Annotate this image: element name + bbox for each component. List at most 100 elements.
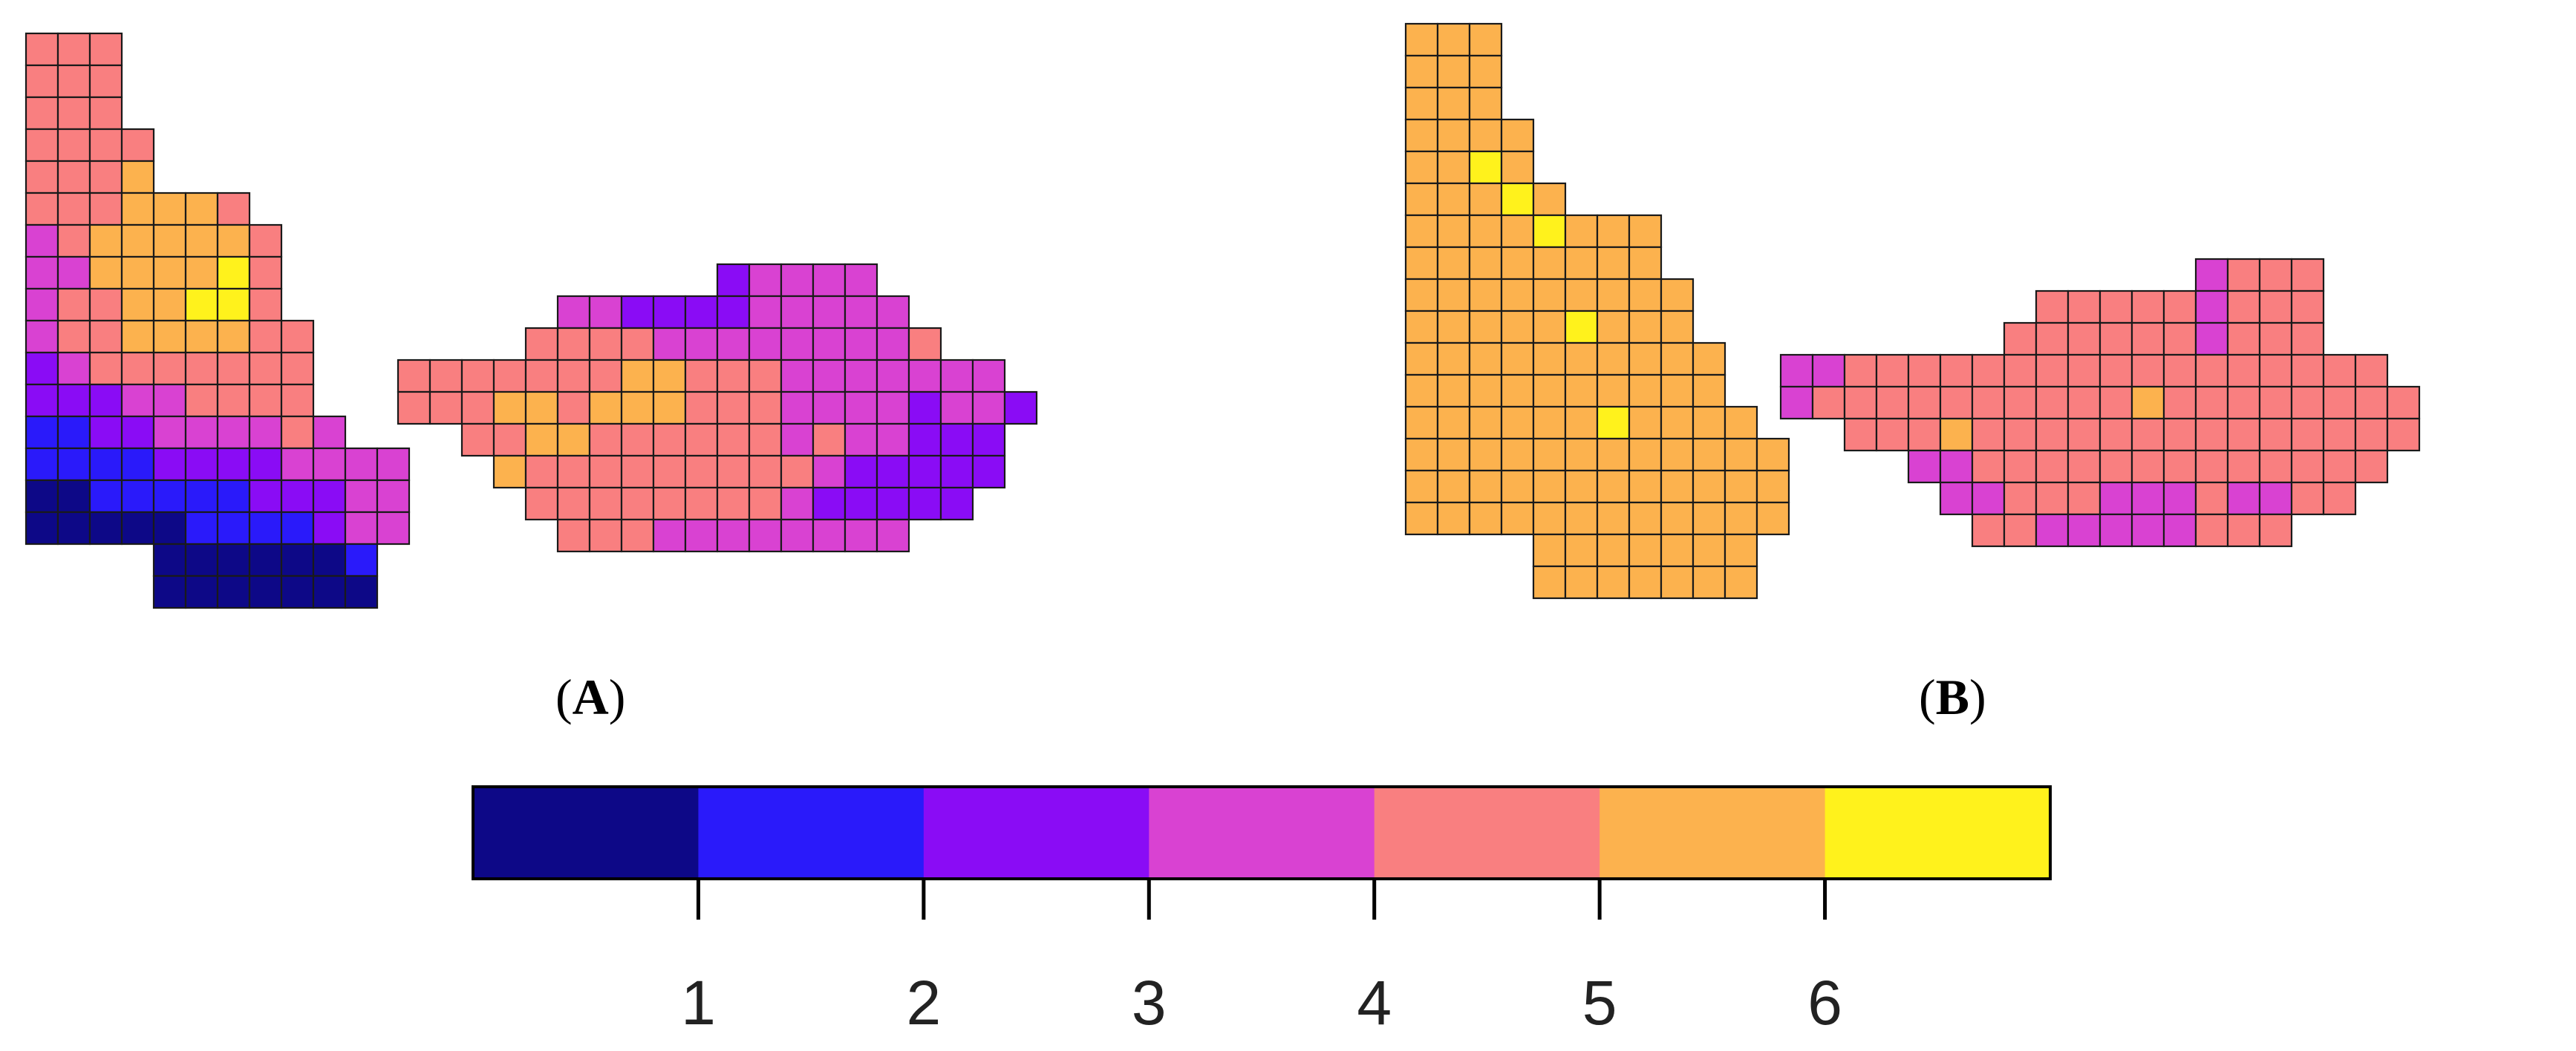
map-cell: [1724, 565, 1758, 600]
legend-border: [472, 785, 2052, 880]
map-cell: [1564, 214, 1599, 249]
map-cell: [56, 319, 91, 354]
map-cell: [588, 422, 623, 457]
map-cell: [344, 447, 379, 482]
map-cell: [2258, 258, 2293, 292]
map-cell: [1468, 86, 1503, 121]
map-cell: [88, 223, 123, 258]
map-cell: [1755, 469, 1790, 504]
map-cell: [620, 518, 655, 553]
map-cell: [748, 518, 783, 553]
map-cell: [875, 358, 910, 393]
map-cell: [1628, 341, 1663, 376]
map-cell: [1436, 182, 1471, 217]
map-cell: [152, 319, 187, 354]
map-cell: [280, 543, 315, 577]
map-cell: [25, 287, 59, 322]
map-cell: [25, 255, 59, 290]
map-cell: [748, 295, 783, 330]
map-cell: [216, 415, 251, 450]
map-cell: [184, 223, 219, 258]
map-cell: [280, 319, 315, 354]
map-cell: [1564, 341, 1599, 376]
map-cell: [2162, 385, 2197, 420]
map-cell: [780, 263, 815, 298]
map-cell: [1404, 86, 1439, 121]
map-cell: [1971, 449, 2006, 484]
map-cell: [716, 295, 751, 330]
map-cell: [1971, 353, 2006, 388]
map-cell: [588, 454, 623, 489]
map-cell: [971, 422, 1006, 457]
map-cell: [248, 415, 283, 450]
map-cell: [2130, 289, 2165, 324]
map-cell: [2226, 353, 2261, 388]
map-cell: [1532, 501, 1567, 536]
map-cell: [907, 390, 942, 425]
map-cell: [2258, 513, 2293, 548]
map-cell: [2099, 385, 2133, 420]
map-cell: [1468, 405, 1503, 440]
map-cell: [216, 479, 251, 514]
map-cell: [2194, 321, 2229, 356]
map-cell: [620, 358, 655, 393]
map-cell: [428, 358, 463, 393]
panel-a-east-region: [397, 263, 1038, 553]
map-cell: [1404, 469, 1439, 504]
map-cell: [2226, 513, 2261, 548]
map-cell: [844, 327, 878, 361]
map-cell: [152, 191, 187, 226]
map-cell: [907, 327, 942, 361]
map-cell: [1564, 501, 1599, 536]
panel-a-west-region: [25, 32, 411, 609]
map-cell: [588, 518, 623, 553]
map-cell: [152, 543, 187, 577]
map-cell: [812, 263, 847, 298]
map-cell: [844, 518, 878, 553]
map-cell: [1436, 214, 1471, 249]
map-cell: [1907, 449, 1942, 484]
map-cell: [216, 383, 251, 418]
map-cell: [2226, 481, 2261, 516]
color-scale-legend: 1 2 3 4 5 6: [472, 785, 2052, 1038]
map-cell: [2003, 417, 2038, 452]
map-cell: [2290, 449, 2325, 484]
map-cell: [248, 287, 283, 322]
map-cell: [1468, 182, 1503, 217]
legend-swatch: [473, 787, 699, 879]
map-cell: [460, 422, 495, 457]
map-cell: [1628, 405, 1663, 440]
map-cell: [1532, 405, 1567, 440]
map-cell: [88, 479, 123, 514]
map-cell: [120, 351, 155, 386]
map-cell: [1811, 353, 1846, 388]
map-cell: [2130, 481, 2165, 516]
map-cell: [844, 295, 878, 330]
map-cell: [556, 422, 591, 457]
map-cell: [2099, 321, 2133, 356]
map-cell: [1875, 417, 1910, 452]
map-cell: [56, 96, 91, 131]
legend-tick-label: 1: [681, 968, 716, 1038]
map-cell: [492, 358, 527, 393]
map-cell: [812, 486, 847, 521]
map-cell: [280, 511, 315, 546]
panel-b-west-region: [1404, 22, 1790, 600]
map-cell: [875, 486, 910, 521]
map-cell: [2035, 481, 2070, 516]
map-cell: [25, 160, 59, 194]
map-cell: [716, 422, 751, 457]
map-cell: [2067, 481, 2101, 516]
map-cell: [652, 422, 687, 457]
map-cell: [620, 390, 655, 425]
map-cell: [2258, 289, 2293, 324]
map-cell: [1436, 118, 1471, 153]
map-cell: [184, 287, 219, 322]
map-cell: [2322, 417, 2357, 452]
map-cell: [1779, 353, 1814, 388]
map-cell: [780, 295, 815, 330]
map-cell: [1564, 310, 1599, 344]
map-cell: [2194, 289, 2229, 324]
map-cell: [1468, 373, 1503, 408]
